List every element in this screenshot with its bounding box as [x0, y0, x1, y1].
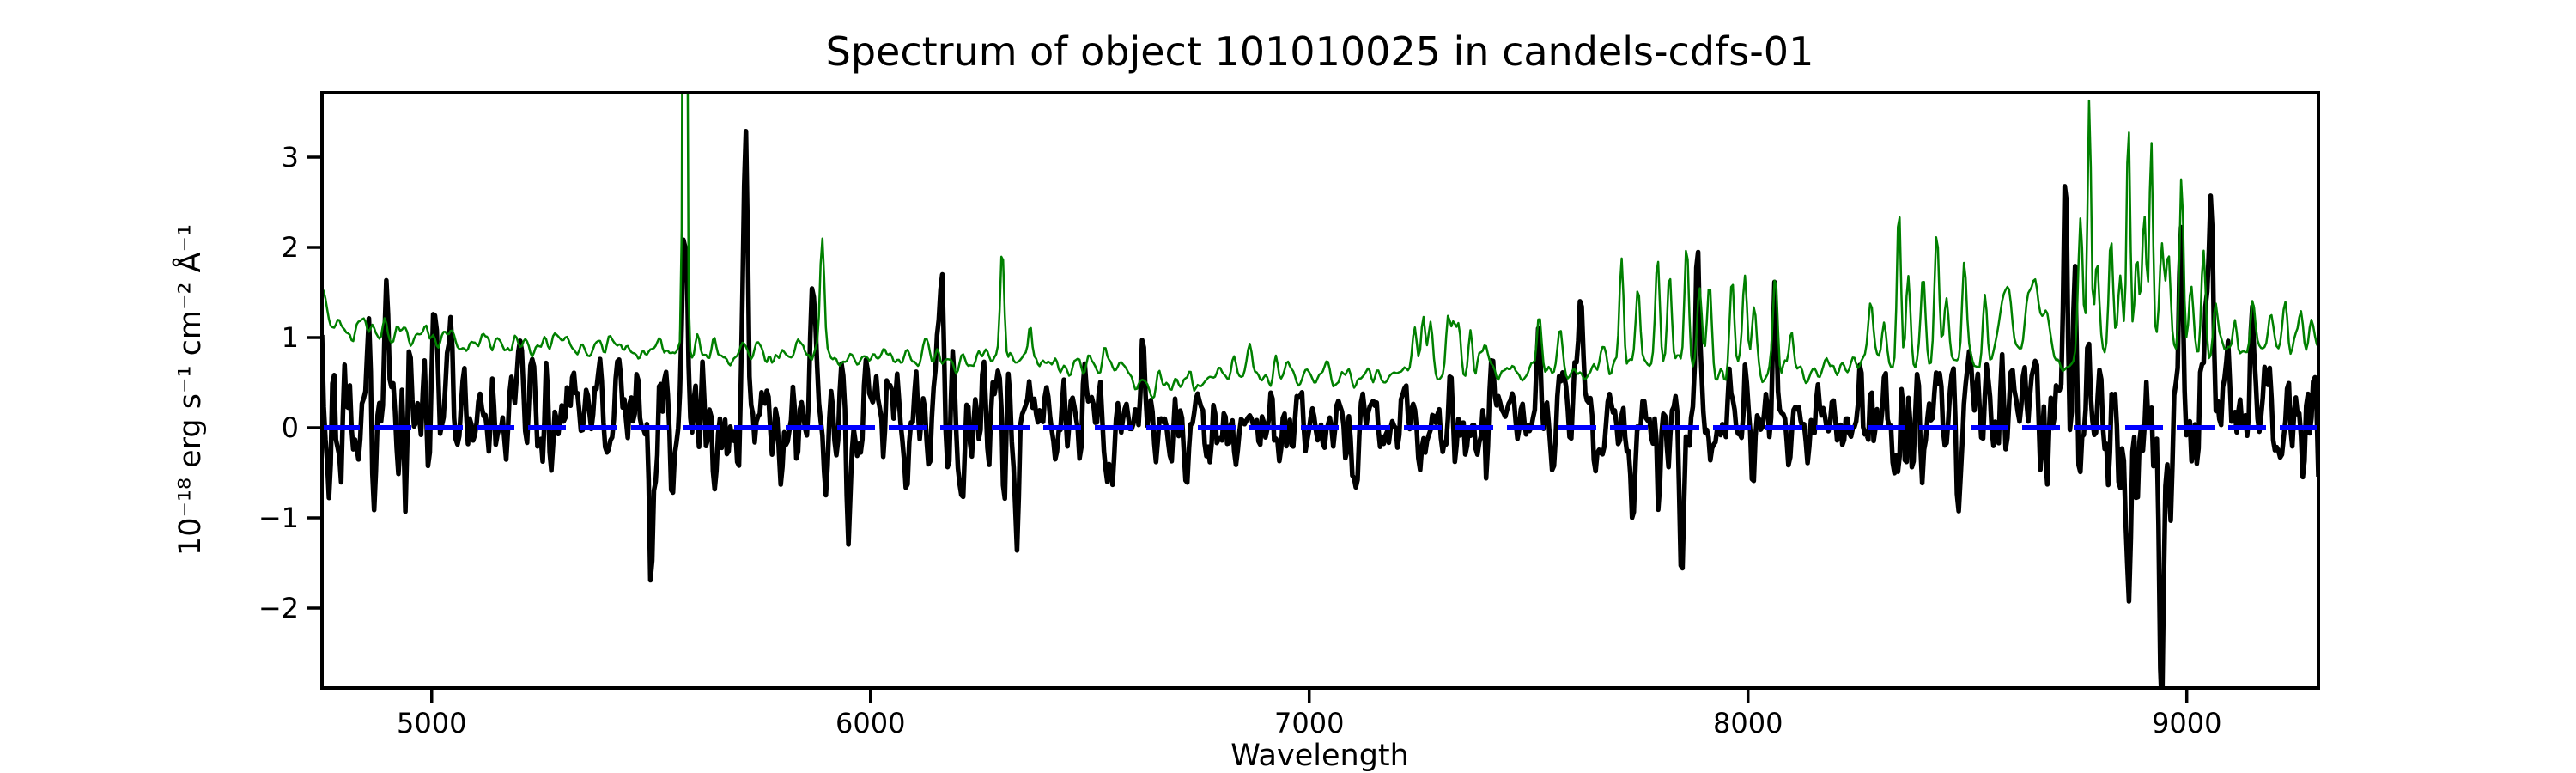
- x-tick-label: 8000: [1713, 707, 1783, 740]
- y-tick-label: −1: [258, 502, 299, 534]
- x-axis-label: Wavelength: [1230, 739, 1409, 773]
- x-tick-label: 9000: [2152, 707, 2221, 740]
- flux-line: [322, 128, 2318, 688]
- axes-group: 5000 6000 7000 8000 9000 −2 −1 0 1 2 3: [258, 91, 2320, 740]
- noise-line: [322, 93, 2318, 400]
- y-tick-label: 1: [282, 321, 299, 354]
- x-tick-label: 6000: [835, 707, 905, 740]
- y-axis-label: 10⁻¹⁸ erg s⁻¹ cm⁻² Å⁻¹: [171, 224, 208, 556]
- y-tick-label: 0: [282, 411, 299, 444]
- series-group: [322, 93, 2318, 688]
- y-tick-label: 3: [282, 141, 299, 173]
- plot-border: [320, 91, 2320, 690]
- y-tick-label: −2: [258, 592, 299, 624]
- y-tick-label: 2: [282, 231, 299, 264]
- x-tick-label: 5000: [397, 707, 466, 740]
- x-tick-label: 7000: [1274, 707, 1344, 740]
- chart-title: Spectrum of object 101010025 in candels-…: [826, 28, 1814, 75]
